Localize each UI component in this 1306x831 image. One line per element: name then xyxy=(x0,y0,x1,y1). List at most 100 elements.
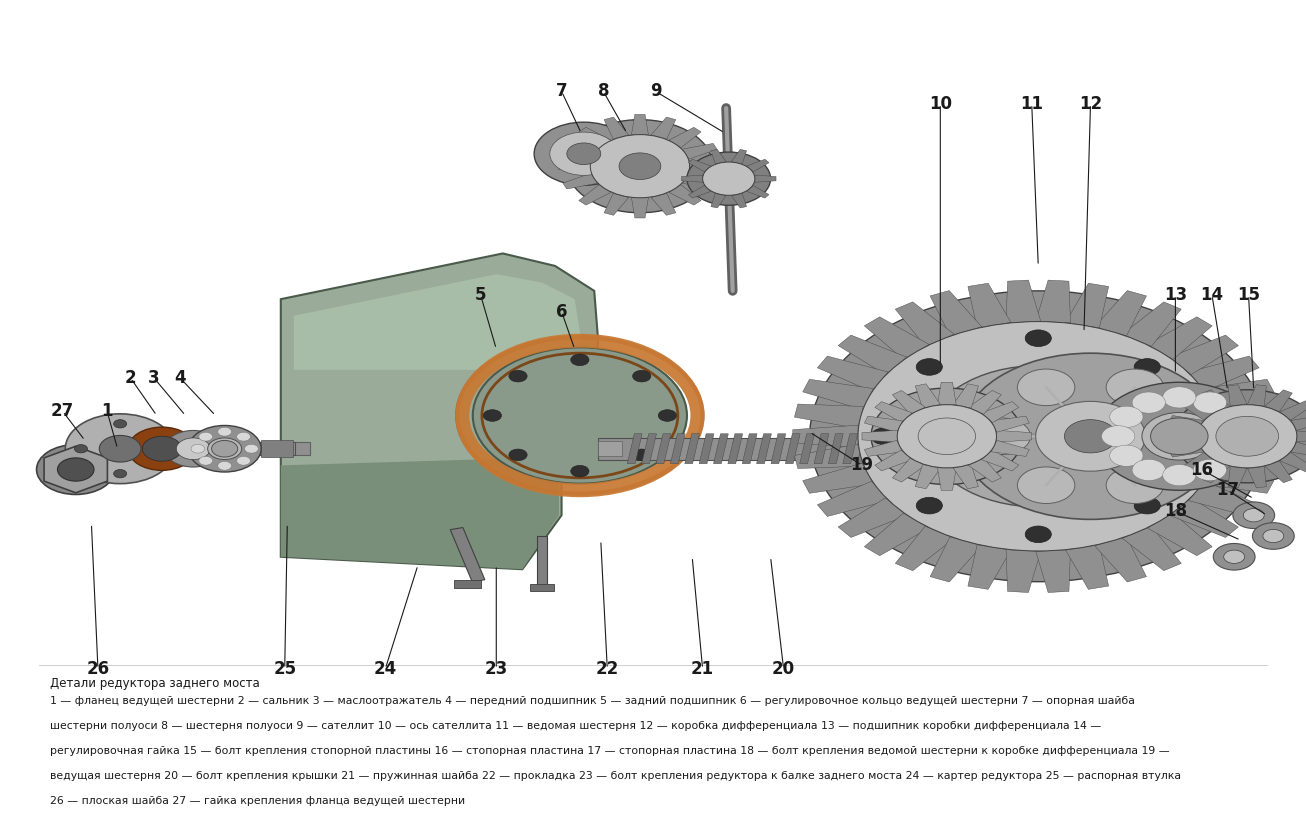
Polygon shape xyxy=(916,384,940,408)
Polygon shape xyxy=(1094,537,1147,582)
Text: 25: 25 xyxy=(273,660,296,678)
Polygon shape xyxy=(803,379,874,410)
Text: 26: 26 xyxy=(86,660,110,678)
Polygon shape xyxy=(1203,463,1273,494)
Text: 27: 27 xyxy=(51,402,74,420)
Text: 5: 5 xyxy=(475,286,486,304)
Text: 7: 7 xyxy=(556,82,567,101)
Text: 6: 6 xyxy=(556,302,567,321)
Circle shape xyxy=(1243,509,1264,522)
Text: 1: 1 xyxy=(102,402,112,420)
Text: 4: 4 xyxy=(175,369,185,387)
Polygon shape xyxy=(669,184,701,205)
Polygon shape xyxy=(1006,280,1041,323)
Circle shape xyxy=(1141,412,1217,460)
Circle shape xyxy=(1198,405,1297,468)
Text: 8: 8 xyxy=(598,82,609,101)
Text: 12: 12 xyxy=(1079,95,1102,113)
Bar xyxy=(598,438,980,460)
Circle shape xyxy=(99,435,141,462)
Polygon shape xyxy=(1148,317,1212,359)
Text: 19: 19 xyxy=(850,456,874,475)
Circle shape xyxy=(1101,425,1135,447)
Polygon shape xyxy=(794,404,863,428)
Polygon shape xyxy=(892,391,925,414)
Bar xyxy=(537,536,547,586)
Text: 11: 11 xyxy=(1020,95,1043,113)
Polygon shape xyxy=(1247,466,1267,488)
Polygon shape xyxy=(929,434,944,464)
Polygon shape xyxy=(579,184,611,205)
Polygon shape xyxy=(1066,545,1109,589)
Polygon shape xyxy=(968,283,1011,327)
Polygon shape xyxy=(930,537,982,582)
Circle shape xyxy=(65,414,175,484)
Polygon shape xyxy=(683,144,717,159)
Circle shape xyxy=(473,347,687,484)
Polygon shape xyxy=(641,434,657,464)
Polygon shape xyxy=(1170,498,1238,538)
Circle shape xyxy=(153,445,166,453)
Polygon shape xyxy=(838,335,906,375)
Polygon shape xyxy=(755,175,776,182)
Circle shape xyxy=(571,465,589,477)
Bar xyxy=(259,442,295,455)
Text: 23: 23 xyxy=(485,660,508,678)
Polygon shape xyxy=(683,174,717,189)
Polygon shape xyxy=(1148,514,1212,556)
Polygon shape xyxy=(1280,401,1306,420)
Circle shape xyxy=(1064,420,1117,453)
Polygon shape xyxy=(865,317,929,359)
Polygon shape xyxy=(862,430,897,442)
Circle shape xyxy=(1132,460,1165,480)
Polygon shape xyxy=(938,382,956,405)
Polygon shape xyxy=(756,434,772,464)
Text: 22: 22 xyxy=(596,660,619,678)
Circle shape xyxy=(37,445,115,494)
Polygon shape xyxy=(818,356,888,391)
Polygon shape xyxy=(1290,416,1306,430)
Polygon shape xyxy=(771,434,786,464)
Polygon shape xyxy=(688,160,710,172)
Circle shape xyxy=(871,428,897,445)
Text: 21: 21 xyxy=(691,660,714,678)
Text: 10: 10 xyxy=(929,95,952,113)
Polygon shape xyxy=(969,459,1002,482)
Circle shape xyxy=(114,420,127,428)
Circle shape xyxy=(199,456,213,465)
Circle shape xyxy=(1025,330,1051,347)
Circle shape xyxy=(1036,401,1145,471)
Circle shape xyxy=(1132,392,1165,413)
Circle shape xyxy=(1216,416,1279,456)
Polygon shape xyxy=(1036,549,1071,593)
Bar xyxy=(598,441,622,456)
Polygon shape xyxy=(842,434,858,464)
Bar xyxy=(451,528,485,582)
Circle shape xyxy=(1134,497,1160,514)
Circle shape xyxy=(567,143,601,165)
Polygon shape xyxy=(1264,461,1293,483)
Circle shape xyxy=(483,410,502,421)
Circle shape xyxy=(114,470,127,478)
Polygon shape xyxy=(982,450,1019,471)
Polygon shape xyxy=(1122,526,1181,571)
Circle shape xyxy=(960,353,1221,519)
Circle shape xyxy=(236,432,251,441)
Polygon shape xyxy=(1182,452,1215,472)
Circle shape xyxy=(1025,526,1051,543)
Polygon shape xyxy=(688,185,710,198)
Polygon shape xyxy=(793,425,858,447)
Text: шестерни полуоси 8 — шестерня полуоси 9 — сателлит 10 — ось сателлита 11 — ведом: шестерни полуоси 8 — шестерня полуоси 9 … xyxy=(50,721,1101,731)
Polygon shape xyxy=(916,465,940,489)
Polygon shape xyxy=(294,274,581,370)
Polygon shape xyxy=(281,457,559,569)
Polygon shape xyxy=(44,446,107,493)
Text: 20: 20 xyxy=(772,660,795,678)
Polygon shape xyxy=(1247,385,1267,406)
Polygon shape xyxy=(699,434,714,464)
Circle shape xyxy=(1162,386,1196,408)
Polygon shape xyxy=(632,198,648,218)
Polygon shape xyxy=(900,434,916,464)
Bar xyxy=(454,580,481,588)
Circle shape xyxy=(1110,406,1143,427)
